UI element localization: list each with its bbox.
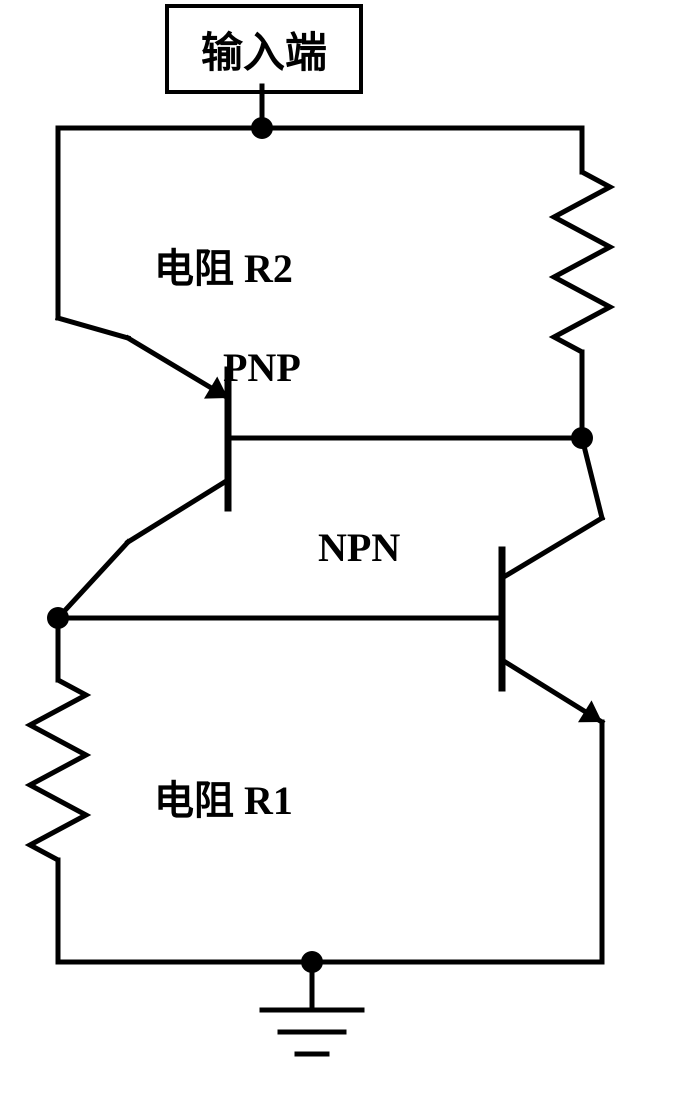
r1-label: 电阻 R1 xyxy=(154,768,293,826)
npn-label: NPN xyxy=(318,524,400,571)
pnp-label: PNP xyxy=(223,344,301,391)
input-box: 输入端 xyxy=(165,4,363,94)
input-label: 输入端 xyxy=(201,19,327,80)
r2-label: 电阻 R2 xyxy=(154,236,293,294)
